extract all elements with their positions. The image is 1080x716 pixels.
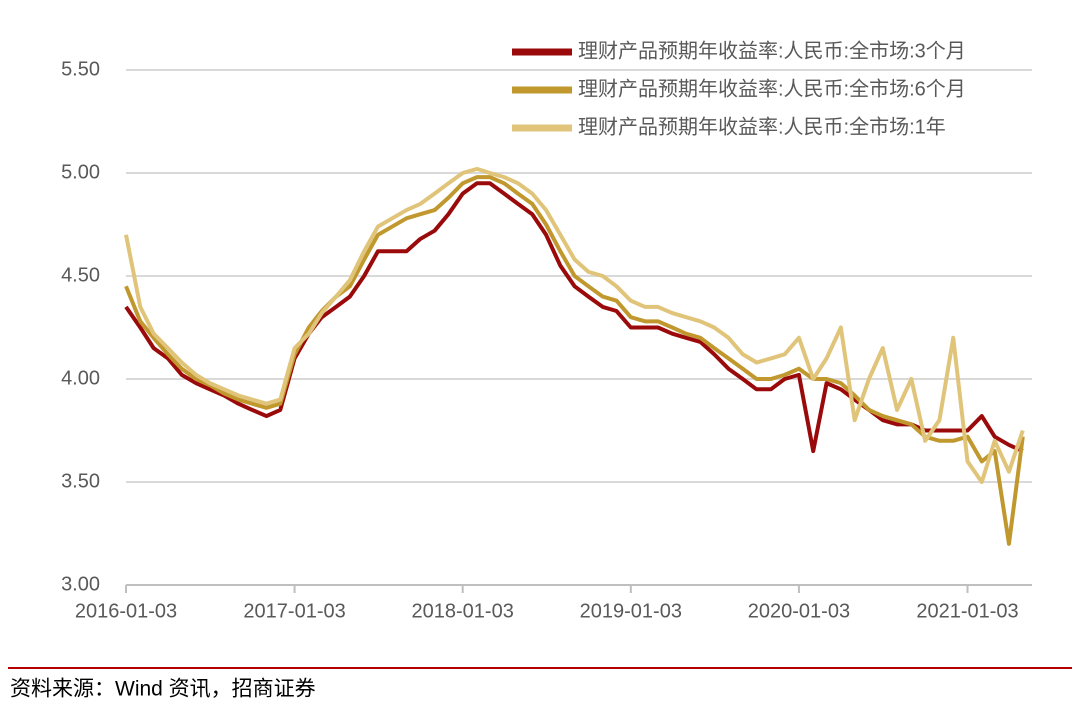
series-line bbox=[124, 181, 1024, 454]
y-tick-label: 3.00 bbox=[61, 573, 100, 595]
y-tick-label: 3.50 bbox=[61, 470, 100, 492]
y-tick-label: 4.50 bbox=[61, 264, 100, 286]
series-line bbox=[124, 166, 1025, 484]
source-note: 资料来源：Wind 资讯，招商证券 bbox=[10, 678, 316, 701]
x-tick-label: 2021-01-03 bbox=[916, 600, 1018, 622]
legend-label: 理财产品预期年收益率:人民币:全市场:6个月 bbox=[578, 77, 966, 100]
legend-label: 理财产品预期年收益率:人民币:全市场:3个月 bbox=[578, 39, 966, 62]
y-tick-label: 5.50 bbox=[61, 58, 100, 80]
x-tick-label: 2019-01-03 bbox=[580, 600, 682, 622]
x-tick-label: 2018-01-03 bbox=[412, 600, 514, 622]
y-tick-label: 4.00 bbox=[61, 367, 100, 389]
series-line bbox=[124, 175, 1025, 546]
legend-label: 理财产品预期年收益率:人民币:全市场:1年 bbox=[578, 115, 946, 138]
x-tick-label: 2017-01-03 bbox=[243, 600, 345, 622]
x-tick-label: 2016-01-03 bbox=[75, 600, 177, 622]
x-tick-label: 2020-01-03 bbox=[748, 600, 850, 622]
y-tick-label: 5.00 bbox=[61, 161, 100, 183]
